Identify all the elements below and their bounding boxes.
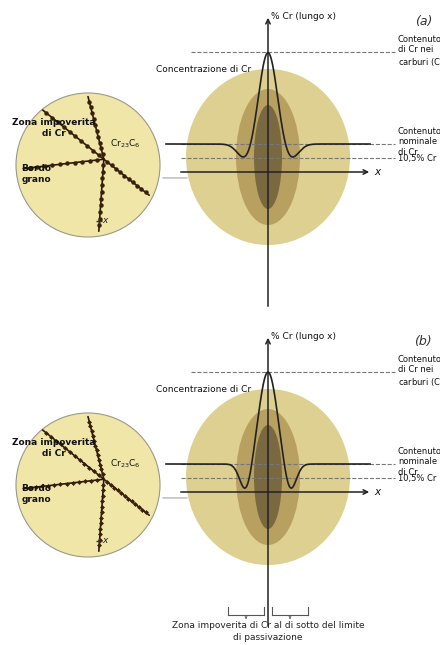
Ellipse shape <box>236 409 300 545</box>
Ellipse shape <box>236 89 300 225</box>
Text: Zona impoverita di Cr al di sotto del limite
di passivazione: Zona impoverita di Cr al di sotto del li… <box>172 621 364 642</box>
Text: x: x <box>374 487 380 497</box>
Text: Contenuto
di Cr nei
carburi (Cr$_{23}$C$_6$): Contenuto di Cr nei carburi (Cr$_{23}$C$… <box>398 355 440 389</box>
Ellipse shape <box>186 69 350 245</box>
Text: Bordo
grano: Bordo grano <box>21 164 51 184</box>
Text: Concentrazione di Cr: Concentrazione di Cr <box>156 384 251 393</box>
Text: Contenuto
di Cr nei
carburi (Cr$_{23}$C$_6$): Contenuto di Cr nei carburi (Cr$_{23}$C$… <box>398 35 440 69</box>
Text: Zona impoverita
di Cr: Zona impoverita di Cr <box>12 117 95 137</box>
Ellipse shape <box>254 105 282 209</box>
Ellipse shape <box>254 425 282 529</box>
Circle shape <box>16 413 160 557</box>
Text: 10,5% Cr: 10,5% Cr <box>398 473 436 482</box>
Text: x: x <box>374 167 380 177</box>
Circle shape <box>16 93 160 237</box>
Text: % Cr (lungo x): % Cr (lungo x) <box>271 12 336 21</box>
Text: Cr$_{23}$C$_6$: Cr$_{23}$C$_6$ <box>110 137 141 150</box>
Text: Contenuto
nominale
di Cr: Contenuto nominale di Cr <box>398 127 440 157</box>
Text: Concentrazione di Cr: Concentrazione di Cr <box>156 64 251 74</box>
Text: x: x <box>102 215 107 224</box>
Text: (a): (a) <box>414 15 432 28</box>
Text: Cr$_{23}$C$_6$: Cr$_{23}$C$_6$ <box>110 457 141 470</box>
Text: % Cr (lungo x): % Cr (lungo x) <box>271 332 336 341</box>
Text: 10,5% Cr: 10,5% Cr <box>398 154 436 163</box>
Text: Bordo
grano: Bordo grano <box>21 484 51 504</box>
Text: x: x <box>102 535 107 544</box>
Text: Contenuto
nominale
di Cr: Contenuto nominale di Cr <box>398 447 440 477</box>
Text: Zona impoverita
di Cr: Zona impoverita di Cr <box>12 437 95 457</box>
Text: (b): (b) <box>414 335 432 348</box>
Ellipse shape <box>186 389 350 565</box>
